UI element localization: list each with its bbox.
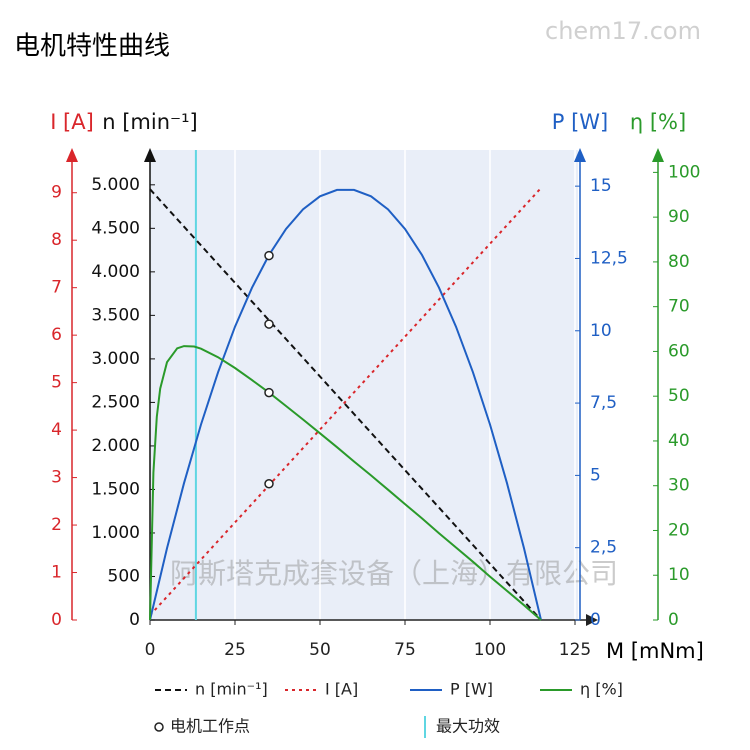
plot-area (150, 150, 578, 620)
y-tick-label: 5 (51, 373, 62, 393)
operating-point (264, 250, 274, 261)
operating-point (264, 478, 274, 489)
y-tick-label: 1.500 (91, 479, 140, 499)
y-tick-label: 9 (51, 183, 62, 203)
watermark: 阿斯塔克成套设备（上海）有限公司 (170, 557, 618, 590)
y-tick-label: 1.000 (91, 523, 140, 543)
y-axis-arrow (574, 148, 586, 162)
legend-label: 最大功效 (436, 717, 500, 736)
x-tick-label: 125 (559, 640, 591, 660)
y-axis-arrow (652, 148, 664, 162)
y-tick-label: 100 (668, 162, 700, 182)
y-axis-title: P [W] (552, 110, 609, 134)
y-tick-label: 90 (668, 207, 690, 227)
y-axis-title: n [min⁻¹] (102, 110, 197, 134)
y-tick-label: 4.000 (91, 262, 140, 282)
y-tick-label: 10 (590, 321, 612, 341)
series-line (149, 345, 542, 621)
x-tick-label: 0 (145, 640, 156, 660)
y-tick-label: 40 (668, 431, 690, 451)
y-tick-label: 1 (51, 563, 62, 583)
x-tick-label: 100 (474, 640, 506, 660)
chart-title: 电机特性曲线 (14, 32, 170, 62)
y-tick-label: 2.500 (91, 392, 140, 412)
y-tick-label: 30 (668, 476, 690, 496)
y-tick-label: 15 (590, 176, 612, 196)
y-tick-label: 10 (668, 565, 690, 585)
legend-label: n [min⁻¹] (195, 680, 268, 699)
y-tick-label: 0 (668, 610, 679, 630)
y-tick-label: 8 (51, 230, 62, 250)
y-axis-arrow (66, 148, 78, 162)
y-tick-label: 50 (668, 386, 690, 406)
y-tick-label: 2.000 (91, 436, 140, 456)
x-axis-arrow (586, 614, 598, 626)
y-tick-label: 80 (668, 252, 690, 272)
y-tick-label: 4.500 (91, 218, 140, 238)
legend-marker (154, 722, 164, 732)
y-axis-title: η [%] (630, 110, 686, 134)
legend-label: P [W] (450, 680, 493, 699)
y-tick-label: 7 (51, 278, 62, 298)
y-tick-label: 2,5 (590, 538, 617, 558)
y-tick-label: 4 (51, 420, 62, 440)
y-tick-label: 60 (668, 341, 690, 361)
y-tick-label: 70 (668, 297, 690, 317)
legend-label: I [A] (325, 680, 358, 699)
y-tick-label: 0 (129, 610, 140, 630)
x-axis-title: M [mNm] (606, 639, 704, 663)
y-axis-title: I [A] (50, 110, 94, 134)
watermark: chem17.com (545, 17, 701, 45)
series-line (149, 188, 542, 621)
y-tick-label: 20 (668, 520, 690, 540)
y-tick-label: 5 (590, 465, 601, 485)
legend-label: η [%] (580, 680, 623, 699)
y-tick-label: 12,5 (590, 248, 628, 268)
y-tick-label: 500 (108, 566, 140, 586)
x-tick-label: 25 (224, 640, 246, 660)
legend-label: 电机工作点 (170, 717, 250, 736)
series-line (149, 187, 542, 616)
y-tick-label: 6 (51, 325, 62, 345)
y-tick-label: 0 (51, 610, 62, 630)
y-tick-label: 2 (51, 515, 62, 535)
y-tick-label: 5.000 (91, 175, 140, 195)
x-tick-label: 50 (309, 640, 331, 660)
y-tick-label: 3.000 (91, 349, 140, 369)
y-tick-label: 0 (590, 610, 601, 630)
y-tick-label: 7,5 (590, 393, 617, 413)
operating-point (264, 387, 274, 398)
y-tick-label: 3 (51, 468, 62, 488)
y-axis-arrow (144, 148, 156, 162)
operating-point (264, 319, 274, 329)
x-tick-label: 75 (394, 640, 416, 660)
series-line (149, 188, 542, 621)
y-tick-label: 3.500 (91, 305, 140, 325)
